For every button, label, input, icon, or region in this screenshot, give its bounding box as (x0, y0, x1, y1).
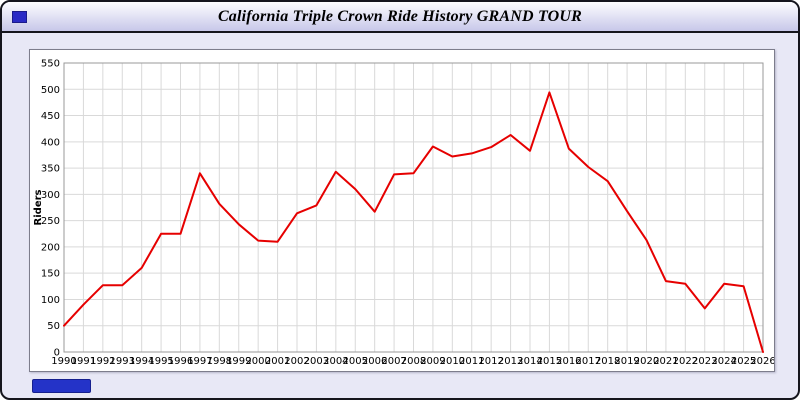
svg-text:1992: 1992 (90, 356, 115, 367)
svg-text:2007: 2007 (381, 356, 406, 367)
svg-text:200: 200 (41, 242, 60, 253)
svg-text:350: 350 (41, 164, 60, 175)
svg-text:2002: 2002 (284, 356, 309, 367)
svg-text:1999: 1999 (226, 356, 251, 367)
svg-text:2016: 2016 (556, 356, 581, 367)
svg-text:450: 450 (41, 111, 60, 122)
svg-text:2003: 2003 (304, 356, 329, 367)
svg-text:2001: 2001 (265, 356, 290, 367)
svg-text:1993: 1993 (110, 356, 135, 367)
svg-text:2009: 2009 (420, 356, 445, 367)
title-bar: California Triple Crown Ride History GRA… (2, 2, 798, 33)
svg-text:150: 150 (41, 269, 60, 280)
svg-text:500: 500 (41, 85, 60, 96)
svg-text:2025: 2025 (731, 356, 756, 367)
svg-text:1997: 1997 (187, 356, 212, 367)
svg-text:2008: 2008 (401, 356, 426, 367)
svg-text:2004: 2004 (323, 356, 348, 367)
y-axis-label: Riders (33, 189, 44, 225)
svg-text:2018: 2018 (595, 356, 620, 367)
y-axis-ticks: 0 50 100 150 200 250 300 350 400 450 500 550 (41, 59, 60, 359)
svg-text:2020: 2020 (634, 356, 659, 367)
svg-text:2014: 2014 (517, 356, 542, 367)
svg-text:2023: 2023 (692, 356, 717, 367)
chart-panel: 0 50 100 150 200 250 300 350 400 450 500 550 1990 199… (29, 49, 775, 372)
svg-text:1991: 1991 (71, 356, 96, 367)
svg-text:50: 50 (47, 321, 60, 332)
svg-text:250: 250 (41, 216, 60, 227)
svg-text:2024: 2024 (711, 356, 736, 367)
svg-text:1996: 1996 (168, 356, 193, 367)
svg-text:2012: 2012 (478, 356, 503, 367)
svg-text:1995: 1995 (148, 356, 173, 367)
footer-link-badge[interactable] (32, 379, 91, 393)
svg-text:100: 100 (41, 295, 60, 306)
svg-text:2000: 2000 (245, 356, 270, 367)
riders-series-line (63, 91, 764, 353)
blue-square-icon (12, 11, 27, 23)
svg-text:2021: 2021 (653, 356, 678, 367)
page-title: California Triple Crown Ride History GRA… (217, 7, 583, 25)
svg-text:2006: 2006 (362, 356, 387, 367)
svg-text:2019: 2019 (614, 356, 639, 367)
svg-text:2013: 2013 (498, 356, 523, 367)
plot-border (63, 62, 764, 353)
svg-text:2010: 2010 (440, 356, 465, 367)
svg-text:1998: 1998 (207, 356, 232, 367)
svg-text:2005: 2005 (343, 356, 368, 367)
svg-text:2017: 2017 (576, 356, 601, 367)
svg-text:1990: 1990 (51, 356, 76, 367)
svg-text:550: 550 (41, 59, 60, 70)
svg-text:300: 300 (41, 190, 60, 201)
ride-history-line-chart: 0501001502002503003504004505005501990199… (33, 59, 774, 368)
svg-text:2011: 2011 (459, 356, 484, 367)
svg-text:400: 400 (41, 137, 60, 148)
svg-text:1994: 1994 (129, 356, 154, 367)
x-axis-ticks: 1990199119921993199419951996199719981999… (51, 356, 774, 367)
svg-text:2015: 2015 (537, 356, 562, 367)
svg-text:2026: 2026 (750, 356, 774, 367)
svg-text:2022: 2022 (673, 356, 698, 367)
gridlines (63, 62, 764, 353)
svg-text:0: 0 (54, 348, 60, 359)
